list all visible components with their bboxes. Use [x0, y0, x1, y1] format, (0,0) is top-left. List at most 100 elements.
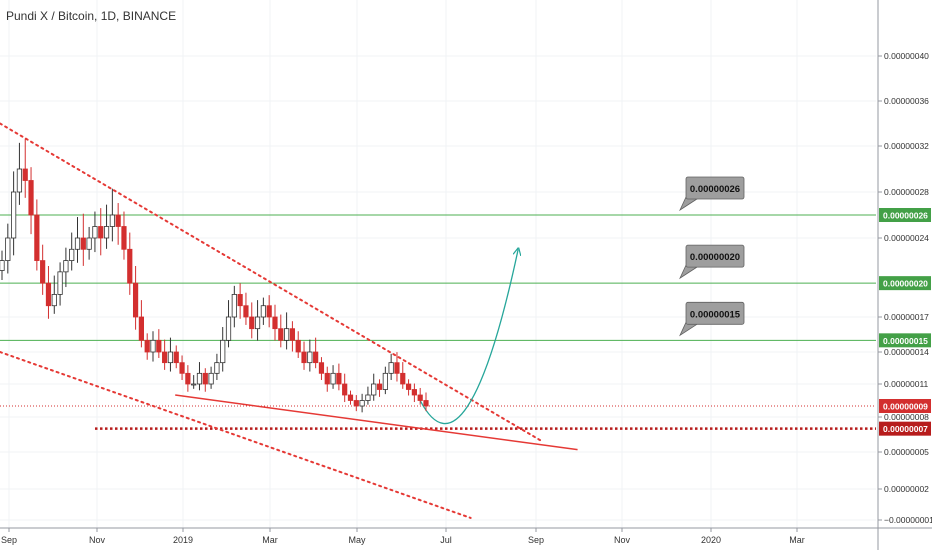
candle-body	[214, 362, 220, 374]
candle-body	[336, 372, 342, 385]
price-tick-label: 0.00000002	[884, 484, 929, 494]
time-axis[interactable]: Sep Nov 2019 Mar May Jul Sep Nov 2020 Mar	[0, 527, 932, 545]
price-tick-label: 0.00000011	[884, 379, 929, 389]
price-tag: 0.00000009	[879, 399, 931, 413]
candle-body	[179, 362, 185, 374]
level-callout[interactable]: 0.00000026	[679, 176, 745, 212]
candle	[80, 213, 86, 266]
candle	[109, 188, 115, 242]
candle-body	[45, 282, 52, 307]
candle	[411, 383, 417, 403]
candle	[5, 223, 11, 274]
candle-body	[208, 372, 214, 385]
price-tick-label: 0.00000008	[884, 412, 929, 422]
candle	[388, 353, 394, 380]
candle-body	[237, 294, 243, 307]
candle-body	[40, 260, 46, 284]
price-tag-box	[879, 333, 931, 348]
projection-arrow[interactable]	[419, 249, 518, 425]
candle	[394, 352, 400, 382]
trendline-drawings	[0, 122, 578, 519]
candle-body	[138, 316, 144, 341]
candle-body	[132, 282, 139, 318]
time-tick-label: Nov	[89, 535, 106, 545]
candle-body	[411, 389, 417, 396]
candle-body	[92, 226, 98, 239]
candle	[417, 387, 423, 405]
candle-body	[185, 372, 191, 385]
candle-body	[278, 328, 284, 341]
candle-body	[98, 226, 104, 239]
candle-body	[5, 237, 11, 261]
candle-body	[69, 248, 75, 261]
candle-body	[307, 351, 313, 364]
candle	[272, 304, 278, 341]
candle	[400, 362, 406, 389]
time-tick-label: 2019	[173, 535, 193, 545]
symbol-title: Pundi X / Bitcoin, 1D, BINANCE	[6, 9, 177, 23]
candle	[231, 285, 237, 328]
candle	[347, 390, 354, 405]
candle	[254, 300, 261, 341]
callout-label: 0.00000015	[690, 309, 741, 320]
candle	[74, 217, 81, 263]
candle	[127, 232, 133, 295]
candlestick-series	[0, 138, 429, 413]
candle-body	[86, 237, 92, 250]
candle-body	[382, 372, 388, 390]
candle	[365, 386, 371, 405]
candle	[92, 211, 98, 253]
candle	[249, 302, 255, 339]
candle	[156, 329, 162, 358]
candle-body	[324, 372, 330, 385]
candle-body	[388, 362, 394, 374]
price-tick-label: 0.00000036	[884, 96, 929, 106]
price-tag: 0.00000020	[879, 276, 931, 291]
candle	[295, 331, 301, 358]
candle-body	[289, 328, 296, 341]
level-callout[interactable]: 0.00000020	[679, 244, 745, 280]
candle-body	[284, 328, 290, 341]
candle-body	[51, 294, 57, 307]
candle	[382, 366, 388, 395]
candle	[266, 295, 272, 328]
price-tag: 0.00000026	[879, 208, 931, 222]
callout-box	[685, 244, 745, 268]
candle	[63, 247, 69, 288]
price-tag-box	[879, 208, 931, 222]
channel-lower-line[interactable]	[0, 351, 472, 519]
candle	[225, 300, 232, 348]
price-tick-label: −0.00000001	[884, 515, 932, 525]
price-tag-label: 0.00000026	[883, 211, 928, 221]
price-tag-box	[879, 399, 931, 413]
candle	[353, 395, 359, 412]
level-callout[interactable]: 0.00000015	[679, 301, 745, 337]
candle-body	[103, 226, 110, 239]
candle-body	[28, 180, 34, 216]
support-trendline[interactable]	[175, 394, 578, 451]
time-tick-label: Jul	[440, 535, 452, 545]
candle	[69, 232, 75, 271]
candle	[289, 321, 296, 352]
candle	[185, 365, 191, 392]
candle	[196, 362, 203, 391]
candle	[243, 292, 249, 325]
candle-body	[109, 214, 115, 227]
candle-body	[144, 339, 150, 353]
channel-upper-line[interactable]	[0, 122, 542, 442]
candle	[144, 333, 150, 360]
candle-body	[16, 168, 23, 193]
callout-box	[685, 176, 745, 200]
price-tag-box	[879, 276, 931, 291]
price-tag-label: 0.00000009	[883, 402, 928, 412]
time-tick-label: Mar	[789, 535, 805, 545]
candle-body	[353, 400, 359, 407]
candle	[405, 379, 412, 396]
candle	[301, 341, 307, 370]
price-tick-label: 0.00000028	[884, 187, 929, 197]
candle	[16, 142, 23, 205]
candle-body	[254, 316, 261, 330]
price-axis[interactable]: 0.00000040 0.00000036 0.00000032 0.00000028…	[877, 0, 932, 550]
candle	[214, 353, 220, 380]
